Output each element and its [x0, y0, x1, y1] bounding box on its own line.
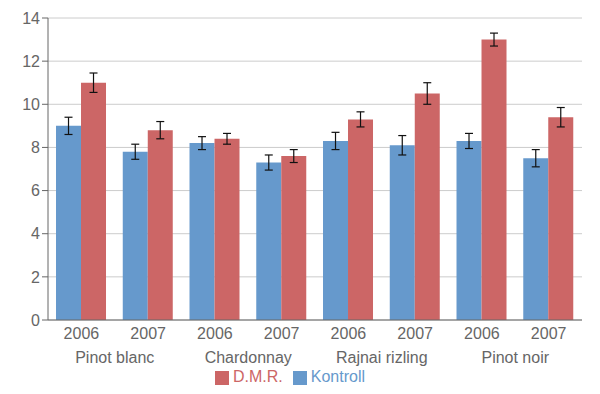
svg-text:Chardonnay: Chardonnay: [205, 349, 292, 366]
svg-text:8: 8: [31, 139, 40, 156]
svg-text:2006: 2006: [64, 325, 100, 342]
svg-text:2007: 2007: [264, 325, 300, 342]
svg-text:6: 6: [31, 182, 40, 199]
svg-text:10: 10: [22, 96, 40, 113]
svg-text:2006: 2006: [331, 325, 367, 342]
svg-text:Rajnai rizling: Rajnai rizling: [336, 349, 428, 366]
svg-text:2006: 2006: [464, 325, 500, 342]
svg-text:2007: 2007: [397, 325, 433, 342]
svg-text:12: 12: [22, 53, 40, 70]
svg-text:14: 14: [22, 10, 40, 27]
svg-text:Pinot blanc: Pinot blanc: [75, 349, 154, 366]
html-text:Kontroll: Kontroll: [310, 368, 365, 385]
svg-text:2006: 2006: [197, 325, 233, 342]
svg-text:Pinot noir: Pinot noir: [481, 349, 549, 366]
svg-text:2007: 2007: [130, 325, 166, 342]
html-text:D.M.R.: D.M.R.: [233, 368, 283, 385]
svg-text:2007: 2007: [531, 325, 567, 342]
svg-text:0: 0: [31, 312, 40, 329]
svg-text:4: 4: [31, 225, 40, 242]
svg-text:2: 2: [31, 269, 40, 286]
